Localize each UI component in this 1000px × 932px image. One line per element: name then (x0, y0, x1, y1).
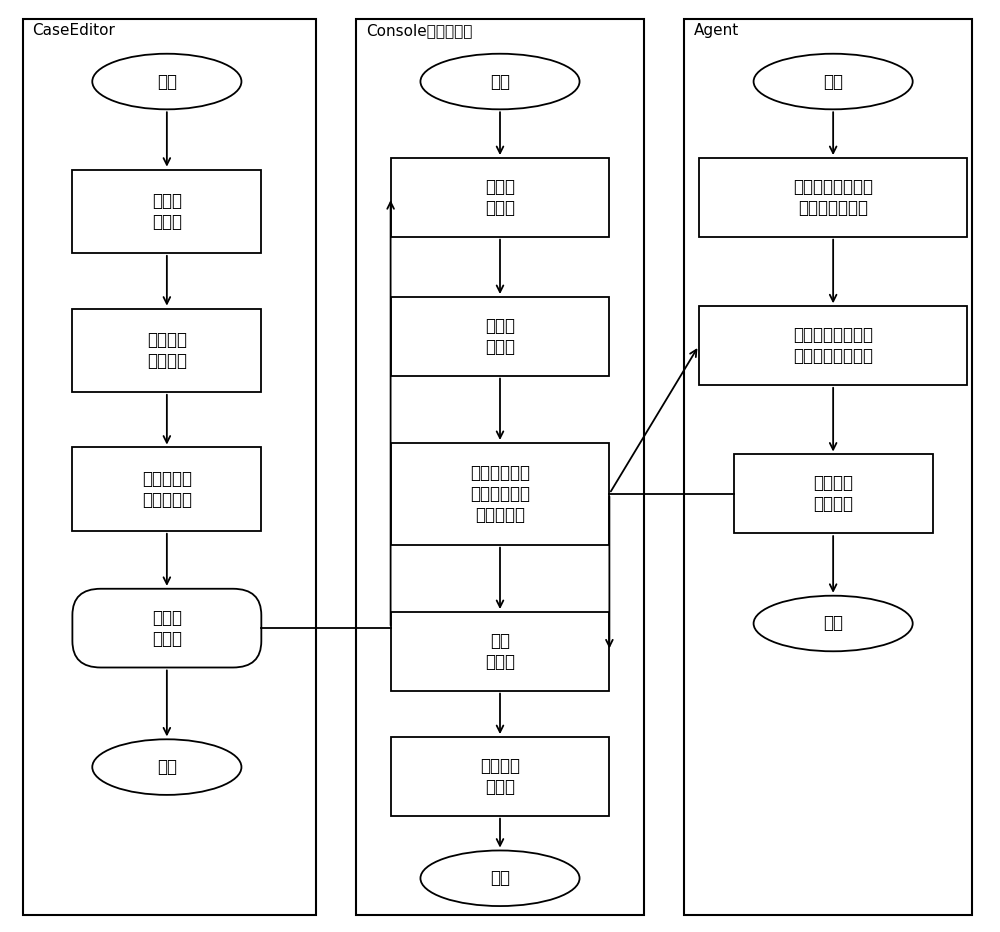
FancyBboxPatch shape (391, 297, 609, 376)
Text: 同步
变量值: 同步 变量值 (485, 632, 515, 671)
Text: 开始: 开始 (823, 73, 843, 90)
Ellipse shape (420, 54, 580, 109)
Text: 自动创建一
个新的变量: 自动创建一 个新的变量 (142, 470, 192, 509)
Ellipse shape (420, 851, 580, 906)
Text: 检查已存
在的变量: 检查已存 在的变量 (147, 331, 187, 370)
Text: CaseEditor: CaseEditor (33, 23, 115, 38)
FancyBboxPatch shape (684, 19, 972, 915)
FancyBboxPatch shape (356, 19, 644, 915)
FancyBboxPatch shape (72, 589, 261, 667)
Ellipse shape (92, 739, 241, 795)
Text: 变量存
储命令: 变量存 储命令 (485, 178, 515, 217)
Text: 存储配
置信息: 存储配 置信息 (152, 609, 182, 648)
Text: 数据存
储需求: 数据存 储需求 (152, 192, 182, 230)
Text: 查询变
量配置: 查询变 量配置 (485, 317, 515, 356)
FancyBboxPatch shape (72, 447, 261, 531)
FancyBboxPatch shape (391, 737, 609, 816)
FancyBboxPatch shape (391, 612, 609, 691)
Text: Console运行测试时: Console运行测试时 (366, 23, 472, 38)
FancyBboxPatch shape (699, 158, 967, 237)
Text: 结束: 结束 (490, 870, 510, 887)
Text: Agent: Agent (694, 23, 739, 38)
FancyBboxPatch shape (72, 308, 261, 391)
FancyBboxPatch shape (391, 158, 609, 237)
Text: 变量有效
期管理: 变量有效 期管理 (480, 757, 520, 796)
Text: 开始: 开始 (490, 73, 510, 90)
FancyBboxPatch shape (23, 19, 316, 915)
Ellipse shape (754, 596, 913, 651)
Text: 开始: 开始 (157, 73, 177, 90)
Text: 去除指定数据并存
储到制定的变量中: 去除指定数据并存 储到制定的变量中 (793, 326, 873, 365)
FancyBboxPatch shape (72, 170, 261, 253)
Text: 发送变量
到控制端: 发送变量 到控制端 (813, 474, 853, 514)
Text: 结束: 结束 (157, 758, 177, 776)
Text: 收到创建变量命令
和获取变量命令: 收到创建变量命令 和获取变量命令 (793, 178, 873, 217)
Text: 创建变量并发
送执行命令到
代理执行端: 创建变量并发 送执行命令到 代理执行端 (470, 464, 530, 524)
Ellipse shape (92, 54, 241, 109)
FancyBboxPatch shape (699, 307, 967, 385)
Text: 结束: 结束 (823, 614, 843, 633)
FancyBboxPatch shape (391, 443, 609, 544)
FancyBboxPatch shape (734, 455, 933, 533)
Ellipse shape (754, 54, 913, 109)
